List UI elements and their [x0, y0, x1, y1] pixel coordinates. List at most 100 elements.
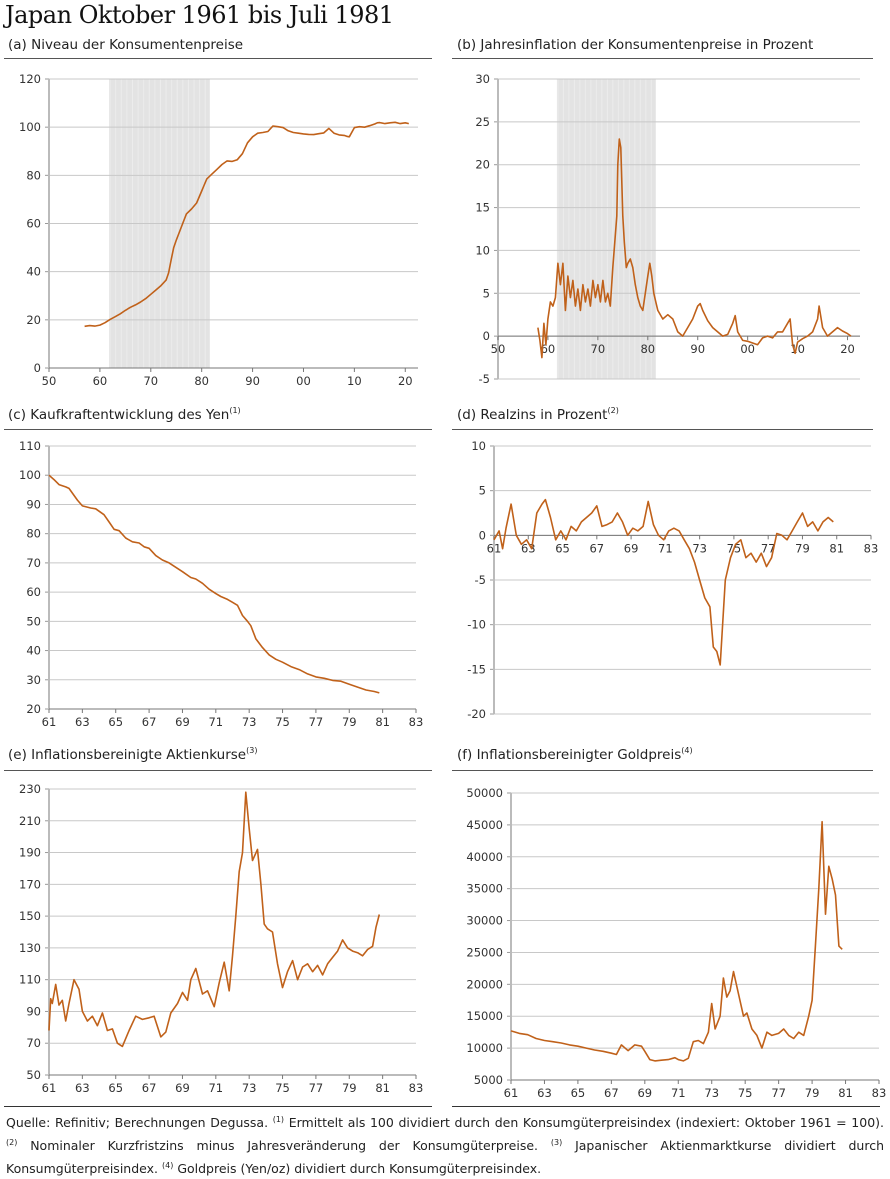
x-tick-label: 83	[409, 715, 424, 729]
chart-title-d: (d) Realzins in Prozent(2)	[457, 406, 619, 423]
x-tick-label: 69	[637, 1086, 652, 1100]
y-tick-label: 210	[19, 814, 41, 828]
y-tick-label: 90	[26, 1004, 41, 1018]
y-tick-label: 60	[26, 217, 41, 231]
x-tick-label: 75	[275, 715, 290, 729]
x-tick-label: 67	[142, 1081, 157, 1095]
chart-title-text: (b) Jahresinflation der Konsumentenpreis…	[457, 37, 814, 53]
y-tick-label: 40000	[466, 850, 503, 864]
x-tick-label: 79	[342, 1081, 357, 1095]
chart-title-f: (f) Inflationsbereinigter Goldpreis(4)	[457, 746, 693, 763]
x-tick-label: 71	[208, 1081, 223, 1095]
series-line	[84, 121, 409, 328]
chart-title-text: (d) Realzins in Prozent	[457, 407, 608, 423]
y-tick-label: 5000	[474, 1073, 503, 1087]
y-tick-label: 40	[26, 265, 41, 279]
x-tick-label: 81	[838, 1086, 853, 1100]
y-tick-label: 5	[479, 484, 486, 498]
chart-panel-f: (f) Inflationsbereinigter Goldpreis(4) 5…	[445, 746, 890, 1101]
x-tick-label: 77	[309, 715, 324, 729]
footnote-mark: (1)	[229, 406, 241, 415]
y-tick-label: -10	[467, 618, 486, 632]
title-rule	[452, 58, 873, 59]
y-tick-label: 25000	[466, 945, 503, 959]
series-line	[48, 474, 380, 694]
footnote-text-3: Japanischer Aktienmarktkurse dividiert d…	[6, 1138, 885, 1176]
x-tick-label: 79	[342, 715, 357, 729]
y-tick-label: 190	[19, 846, 41, 860]
x-tick-label: 69	[175, 715, 190, 729]
y-tick-label: 0	[34, 361, 41, 375]
x-tick-label: 00	[740, 342, 755, 356]
y-tick-label: 110	[19, 973, 41, 987]
footnote-mark: (3)	[246, 746, 258, 755]
chart-title-b: (b) Jahresinflation der Konsumentenpreis…	[457, 36, 813, 53]
x-tick-label: 83	[864, 541, 879, 555]
chart-panel-c: (c) Kaufkraftentwicklung des Yen(1) 20 30…	[0, 406, 445, 736]
y-tick-label: 10000	[466, 1041, 503, 1055]
y-tick-label: 50	[26, 614, 41, 628]
y-tick-label: 80	[26, 168, 41, 182]
x-tick-label: 83	[409, 1081, 424, 1095]
footnote-mark: (4)	[681, 746, 693, 755]
y-tick-label: 10	[475, 243, 490, 257]
y-tick-label: 60	[26, 585, 41, 599]
x-tick-label: 83	[872, 1086, 887, 1100]
x-tick-label: 67	[589, 541, 604, 555]
x-tick-label: 61	[504, 1086, 519, 1100]
y-tick-label: 20	[475, 158, 490, 172]
x-tick-label: 20	[840, 342, 855, 356]
footnote-mark-1: (1)	[272, 1115, 285, 1124]
x-tick-label: 10	[347, 374, 362, 388]
x-tick-label: 80	[194, 374, 209, 388]
y-tick-label: 10	[471, 439, 486, 453]
footnote-text-4: Goldpreis (Yen/oz) dividiert durch Konsu…	[177, 1161, 542, 1176]
x-tick-label: 65	[108, 1081, 123, 1095]
x-tick-label: 81	[829, 541, 844, 555]
x-tick-label: 79	[805, 1086, 820, 1100]
chart-title-c: (c) Kaufkraftentwicklung des Yen(1)	[8, 406, 241, 423]
footnote-mark-2: (2)	[6, 1138, 18, 1147]
y-tick-label: 70	[26, 1036, 41, 1050]
x-tick-label: 73	[242, 715, 257, 729]
x-tick-label: 77	[761, 541, 776, 555]
x-tick-label: 71	[671, 1086, 686, 1100]
footnote-text-2: Nominaler Kurzfristzins minus Jahresverä…	[30, 1138, 538, 1153]
y-tick-label: 30	[475, 72, 490, 86]
x-tick-label: 65	[571, 1086, 586, 1100]
x-tick-label: 63	[75, 1081, 90, 1095]
y-tick-label: 110	[19, 439, 41, 453]
y-tick-label: 70	[26, 556, 41, 570]
chart-e: 50 70 90 110 130 150 170 190 210 230 61 63 65 67 69 71 7…	[19, 782, 424, 1095]
chart-panel-e: (e) Inflationsbereinigte Aktienkurse(3) …	[0, 746, 445, 1101]
x-tick-label: 65	[108, 715, 123, 729]
footnote-mark-4: (4)	[161, 1161, 174, 1170]
series-line	[48, 791, 381, 1048]
series-line	[537, 138, 852, 359]
title-rule	[4, 429, 432, 430]
y-tick-label: -5	[475, 573, 486, 587]
x-tick-label: 79	[795, 541, 810, 555]
x-tick-label: 60	[541, 342, 556, 356]
x-tick-label: 90	[245, 374, 260, 388]
x-tick-label: 81	[375, 1081, 390, 1095]
x-tick-label: 67	[142, 715, 157, 729]
series-line	[493, 498, 834, 666]
chart-b: -5 0 5 10 15 20 25 30 50 60 70 80 90 00 10 20	[475, 72, 860, 386]
x-tick-label: 73	[704, 1086, 719, 1100]
chart-panel-d: (d) Realzins in Prozent(2) -20 -15 -10 -5 0 5…	[445, 406, 890, 736]
footer-rule-right	[452, 1106, 880, 1107]
x-tick-label: 80	[640, 342, 655, 356]
x-tick-label: 75	[738, 1086, 753, 1100]
x-tick-label: 73	[692, 541, 707, 555]
chart-panel-a: (a) Niveau der Konsumentenpreise 0 20 40 60…	[0, 36, 445, 391]
y-tick-label: 45000	[466, 818, 503, 832]
chart-title-text: (c) Kaufkraftentwicklung des Yen	[8, 407, 230, 423]
x-tick-label: 71	[208, 715, 223, 729]
chart-title-text: (e) Inflationsbereinigte Aktienkurse	[8, 747, 247, 763]
x-tick-label: 63	[75, 715, 90, 729]
y-tick-label: 25	[475, 115, 490, 129]
x-tick-label: 77	[309, 1081, 324, 1095]
x-tick-label: 50	[491, 342, 506, 356]
y-tick-label: 100	[19, 468, 41, 482]
